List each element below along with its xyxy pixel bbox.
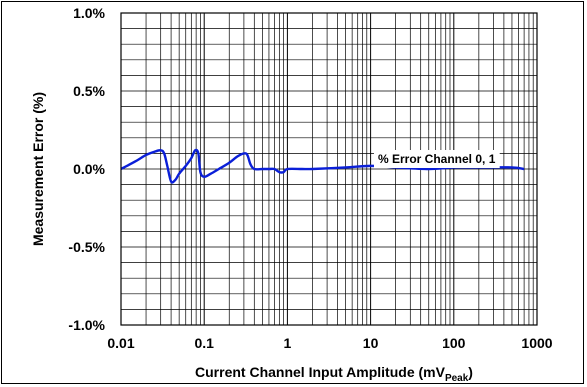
plot-border	[120, 12, 538, 326]
series-line-0	[120, 148, 525, 184]
y-tick-label: 0.5%	[73, 83, 105, 99]
x-tick-labels: 0.01 0.1 1 10 100 1000	[107, 335, 552, 351]
x-axis-label-main: Current Channel Input Amplitude (mV	[195, 364, 446, 380]
x-tick-label: 1	[284, 335, 292, 351]
y-tick-label: -0.5%	[68, 239, 105, 255]
x-tick-label: 10	[363, 335, 379, 351]
annotation-label: % Error Channel 0, 1	[378, 152, 496, 166]
x-tick-label: 1000	[521, 335, 552, 351]
x-axis-label-subscript: Peak	[445, 373, 469, 384]
y-axis-label: Measurement Error (%)	[30, 92, 46, 246]
y-tick-label: -1.0%	[68, 317, 105, 333]
x-tick-label: 0.1	[194, 335, 214, 351]
y-tick-label: 1.0%	[73, 5, 105, 21]
y-tick-label: 0.0%	[73, 161, 105, 177]
y-tick-labels: 1.0% 0.5% 0.0% -0.5% -1.0%	[68, 5, 105, 333]
annotation-box	[374, 150, 500, 168]
x-axis-label-close: )	[468, 364, 473, 380]
series-layer	[120, 148, 525, 184]
x-tick-label: 0.01	[107, 335, 134, 351]
x-axis-label: Current Channel Input Amplitude (mVPeak)	[195, 364, 473, 384]
x-tick-label: 100	[442, 335, 466, 351]
